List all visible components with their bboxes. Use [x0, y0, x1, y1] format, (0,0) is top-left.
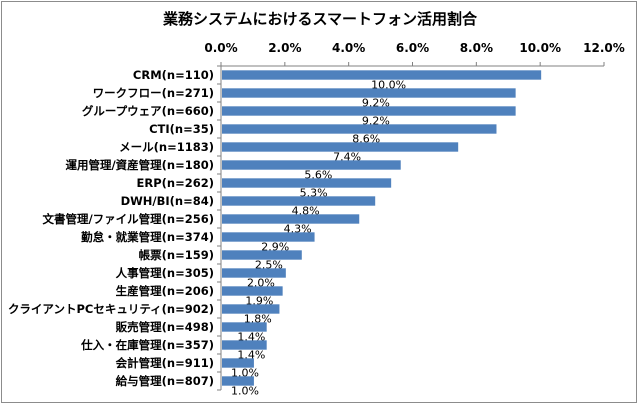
category-label: クライアントPCセキュリティ(n=902) — [8, 302, 214, 316]
category-label: グループウェア(n=660) — [82, 104, 214, 118]
x-tick-label: 10.0% — [519, 41, 561, 55]
bar — [222, 286, 283, 296]
category-label: 生産管理(n=206) — [116, 284, 214, 298]
category-label: 文書管理/ファイル管理(n=256) — [42, 212, 214, 226]
data-label: 1.0% — [231, 385, 259, 398]
bar — [222, 358, 254, 368]
bar — [222, 268, 286, 278]
category-label: 会計管理(n=911) — [115, 356, 214, 370]
category-label: 販売管理(n=498) — [116, 320, 214, 334]
category-label: ERP(n=262) — [137, 176, 214, 190]
bar — [222, 88, 516, 98]
x-tick-label: 6.0% — [396, 41, 429, 55]
category-label: 給与管理(n=807) — [116, 374, 214, 388]
chart-title: 業務システムにおけるスマートフォン活用割合 — [162, 10, 478, 28]
category-label: 勤怠・就業管理(n=374) — [81, 230, 214, 244]
category-label: ワークフロー(n=271) — [93, 86, 214, 100]
bar — [222, 160, 401, 170]
bar — [222, 106, 516, 116]
category-label: CTI(n=35) — [149, 122, 214, 136]
category-label: 運用管理/資産管理(n=180) — [65, 158, 214, 172]
bar — [222, 322, 267, 332]
category-label: 仕入・在庫管理(n=357) — [80, 338, 214, 352]
bar — [222, 70, 542, 80]
bar — [222, 142, 459, 152]
bar — [222, 178, 392, 188]
category-label: メール(n=1183) — [119, 140, 214, 154]
bar — [222, 124, 497, 134]
x-tick-label: 4.0% — [332, 41, 365, 55]
x-tick-label: 0.0% — [204, 41, 237, 55]
category-label: 帳票(n=159) — [139, 248, 214, 262]
bar — [222, 340, 267, 350]
bar — [222, 214, 360, 224]
bar — [222, 232, 315, 242]
bar — [222, 376, 254, 386]
x-tick-label: 2.0% — [268, 41, 301, 55]
bar — [222, 196, 376, 206]
category-label: DWH/BI(n=84) — [121, 194, 214, 208]
x-tick-label: 12.0% — [583, 41, 625, 55]
category-label: CRM(n=110) — [133, 68, 214, 82]
bar — [222, 250, 302, 260]
bar — [222, 304, 280, 314]
x-tick-label: 8.0% — [460, 41, 493, 55]
category-label: 人事管理(n=305) — [116, 266, 214, 280]
